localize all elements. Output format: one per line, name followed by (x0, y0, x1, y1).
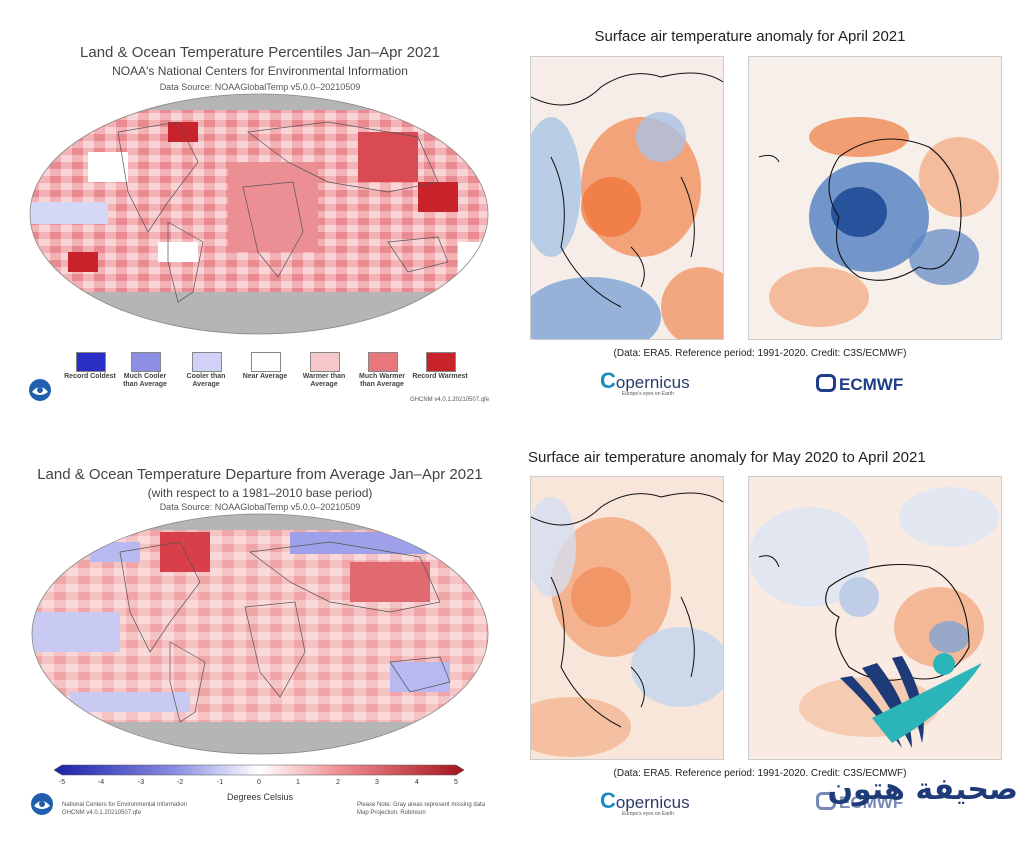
legend-label-record-warmest: Record Warmest (412, 373, 468, 380)
tick-label: -1 (216, 779, 224, 786)
era5-april-arctic-map (530, 56, 724, 340)
era5-year-credit: (Data: ERA5. Reference period: 1991-2020… (613, 768, 907, 779)
legend-swatch-much-warmer (368, 352, 398, 372)
tick-label: 2 (336, 779, 340, 786)
departure-subtitle: (with respect to a 1981–2010 base period… (147, 486, 373, 500)
copernicus-logo-text: opernicus (615, 373, 690, 392)
departure-title: Land & Ocean Temperature Departure from … (37, 466, 483, 483)
era5-year-arctic-map (530, 476, 724, 760)
ecmwf-logo-text: ECMWF (839, 375, 904, 394)
legend-swatch-cooler (192, 352, 222, 372)
copernicus-tagline: Europe's eyes on Earth (622, 391, 674, 397)
noaa-logo-icon (29, 379, 51, 401)
departure-map (31, 513, 489, 755)
tick-label: -5 (58, 779, 66, 786)
departure-colorbar (54, 764, 464, 776)
legend-swatch-record-coldest (76, 352, 106, 372)
legend-swatch-near (251, 352, 281, 372)
era5-april-credit: (Data: ERA5. Reference period: 1991-2020… (613, 348, 907, 359)
tick-label: -3 (137, 779, 145, 786)
departure-footer-right-2: Map Projection: Robinson (357, 810, 426, 816)
ecmwf-logo: ECMWF (816, 792, 903, 813)
tick-label: 5 (454, 779, 458, 786)
percentiles-source: Data Source: NOAAGlobalTemp v5.0.0–20210… (159, 82, 361, 92)
publisher-name: صحيفة هتون (827, 772, 1018, 807)
copernicus-logo-text: opernicus (615, 793, 690, 812)
ecmwf-logo-icon (816, 792, 836, 810)
legend-swatch-record-warmest (426, 352, 456, 372)
legend-label-cooler: Cooler than Average (186, 373, 226, 388)
tick-label: -2 (176, 779, 184, 786)
percentiles-title: Land & Ocean Temperature Percentiles Jan… (80, 44, 440, 61)
departure-footer-left-1: National Centers for Environmental Infor… (62, 802, 188, 808)
departure-footer-right-1: Please Note: Gray areas represent missin… (357, 802, 486, 808)
legend-label-near: Near Average (242, 373, 288, 380)
copernicus-logo-c: C (600, 788, 616, 813)
tick-label: -4 (97, 779, 105, 786)
percentiles-map (29, 93, 489, 335)
copernicus-logo: Copernicus Europe's eyes on Earth (600, 368, 690, 397)
departure-footer-left-2: GHCNM v4.0.1.20210507.qfe (62, 810, 142, 816)
tick-label: 4 (415, 779, 419, 786)
legend-swatch-warmer (310, 352, 340, 372)
ecmwf-logo-text: ECMWF (839, 793, 904, 812)
departure-source: Data Source: NOAAGlobalTemp v5.0.0–20210… (159, 502, 361, 512)
noaa-logo-icon (31, 793, 53, 815)
era5-year-title: Surface air temperature anomaly for May … (528, 449, 926, 466)
copernicus-logo: Copernicus Europe's eyes on Earth (600, 788, 690, 817)
percentiles-org: NOAA's National Centers for Environmenta… (112, 64, 408, 78)
colorbar-ticks: -5 -4 -3 -2 -1 0 1 2 3 4 5 (59, 779, 458, 789)
percentiles-footnote: GHCNM v4.0.1.20210507.qfe (410, 397, 490, 403)
legend-label-much-warmer: Much Warmer than Average (358, 373, 406, 388)
ecmwf-logo-icon (816, 374, 836, 392)
ecmwf-logo: ECMWF (816, 374, 903, 395)
tick-label: 1 (296, 779, 300, 786)
legend-swatch-much-cooler (131, 352, 161, 372)
publisher-logo-icon (840, 653, 982, 748)
copernicus-tagline: Europe's eyes on Earth (622, 811, 674, 817)
copernicus-logo-c: C (600, 368, 616, 393)
era5-april-antarctic-map (748, 56, 1002, 340)
tick-label: 0 (257, 779, 261, 786)
colorbar-label: Degrees Celsius (226, 792, 294, 802)
legend-label-warmer: Warmer than Average (302, 373, 346, 388)
tick-label: 3 (375, 779, 379, 786)
legend-label-much-cooler: Much Cooler than Average (123, 373, 167, 388)
legend-label-record-coldest: Record Coldest (64, 373, 116, 380)
era5-april-title: Surface air temperature anomaly for Apri… (594, 28, 906, 45)
